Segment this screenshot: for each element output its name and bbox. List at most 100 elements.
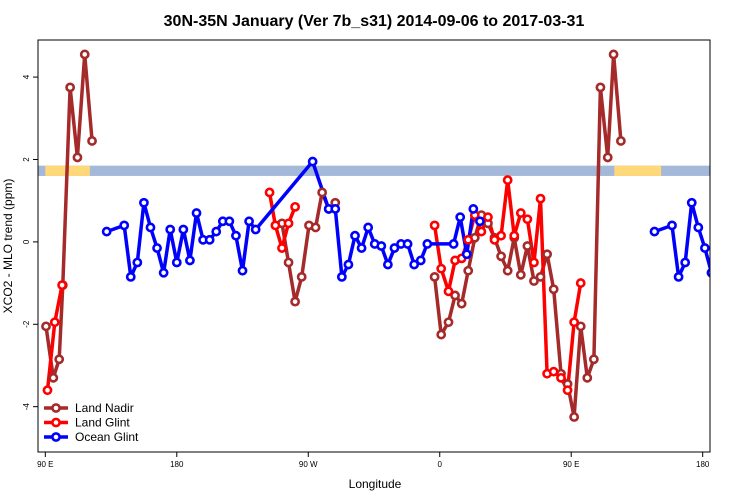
- y-axis-label: XCO2 - MLO trend (ppm): [1, 179, 15, 314]
- land-nadir-point-9: [283, 257, 294, 268]
- ocean-glint-point-12: [191, 208, 202, 218]
- ocean-glint-point-4: [139, 197, 149, 208]
- ocean-glint-point-25: [336, 271, 347, 282]
- ocean-glint-point-48: [686, 197, 697, 208]
- land-glint-point-22: [522, 214, 533, 225]
- land-nadir-point-14: [317, 187, 328, 198]
- land-nadir-point-7: [87, 136, 97, 146]
- land-nadir-point-45: [615, 136, 626, 146]
- land-nadir-point-10: [290, 296, 301, 307]
- ocean-glint-point-38: [422, 239, 433, 249]
- land-nadir-point-35: [548, 284, 559, 295]
- legend-label-land-nadir: Land Nadir: [75, 401, 134, 415]
- x-tick-label-0: 90 E: [37, 460, 53, 469]
- y-tick-label-0: -4: [22, 403, 31, 411]
- land-nadir-point-31: [522, 241, 533, 251]
- land-glint-point-5: [277, 243, 287, 253]
- land-glint-point-1: [49, 317, 60, 328]
- x-tick-label-5: 180: [696, 460, 710, 469]
- land-nadir-point-34: [542, 249, 553, 260]
- land-glint-point-18: [496, 230, 506, 241]
- land-nadir-point-44: [608, 49, 619, 60]
- ocean-glint-point-37: [415, 255, 426, 266]
- y-tick-label-1: -2: [22, 320, 31, 328]
- land-glint-point-16: [483, 212, 493, 223]
- ocean-glint-point-21: [250, 224, 261, 235]
- ocean-glint-point-24: [330, 204, 341, 214]
- ocean-glint-point-49: [693, 222, 704, 233]
- land-nadir-point-11: [296, 271, 307, 282]
- ocean-glint-point-51: [706, 268, 710, 278]
- y-tick-label-2: 0: [22, 239, 31, 244]
- land-nadir-point-30: [515, 269, 526, 280]
- ocean-band: [38, 165, 710, 176]
- ocean-glint-point-32: [382, 259, 393, 270]
- ocean-glint-point-14: [204, 234, 215, 245]
- ocean-glint-point-46: [673, 271, 684, 282]
- ocean-glint-point-26: [343, 259, 354, 270]
- land-nadir-point-13: [310, 222, 321, 233]
- ocean-glint-point-35: [402, 239, 413, 249]
- legend-marker-ocean-glint: [51, 432, 61, 442]
- ocean-glint-point-11: [185, 255, 195, 266]
- ocean-glint-point-20: [244, 216, 254, 227]
- land-nadir-point-6: [79, 49, 90, 60]
- ocean-glint-point-41: [461, 249, 472, 260]
- land-nadir-point-27: [496, 251, 506, 262]
- ocean-glint-point-19: [237, 265, 248, 276]
- ocean-glint-point-43: [475, 216, 485, 227]
- ocean-glint-point-36: [409, 259, 420, 270]
- ocean-glint-point-31: [376, 241, 387, 251]
- ocean-glint-point-33: [389, 243, 400, 253]
- ocean-glint-point-9: [171, 257, 182, 268]
- ocean-glint-point-52: [714, 226, 721, 233]
- land-glint-point-21: [515, 208, 526, 218]
- ocean-glint-point-22: [307, 156, 318, 167]
- ocean-glint-point-17: [224, 216, 235, 227]
- x-tick-label-3: 0: [438, 460, 443, 469]
- ocean-glint-point-10: [178, 224, 189, 235]
- land-glint-point-29: [569, 317, 580, 328]
- land-nadir-point-28: [502, 265, 513, 276]
- ocean-glint-point-50: [699, 243, 710, 253]
- land-nadir-point-42: [595, 82, 606, 93]
- x-axis-label: Longitude: [349, 477, 402, 491]
- land-glint-point-6: [283, 218, 294, 229]
- ocean-glint-point-18: [231, 230, 241, 241]
- land-glint-point-19: [502, 175, 513, 185]
- land-glint-point-3: [264, 187, 275, 198]
- land-nadir-point-2: [54, 354, 65, 365]
- ocean-glint-point-6: [152, 243, 162, 253]
- ocean-glint-point-28: [356, 243, 367, 253]
- land-nadir-point-38: [569, 412, 580, 422]
- ocean-glint-point-39: [448, 239, 459, 249]
- land-glint-point-17: [489, 234, 500, 245]
- land-nadir-point-17: [429, 271, 440, 282]
- land-glint-point-9: [436, 263, 447, 274]
- land-glint-point-15: [476, 226, 487, 237]
- land-nadir-point-1: [48, 372, 59, 383]
- land-nadir-point-33: [535, 271, 546, 282]
- land-glint-point-20: [509, 230, 520, 241]
- ocean-glint-point-5: [145, 222, 156, 233]
- land-glint-point-28: [562, 385, 573, 396]
- land-glint-point-24: [535, 193, 546, 204]
- land-glint-point-2: [57, 280, 68, 291]
- land-glint-point-7: [290, 201, 301, 212]
- ocean-glint-point-44: [649, 226, 660, 237]
- y-tick-label-3: 2: [22, 157, 31, 162]
- chart-title: 30N-35N January (Ver 7b_s31) 2014-09-06 …: [164, 13, 585, 30]
- x-tick-label-1: 180: [170, 460, 184, 469]
- x-tick-label-4: 90 E: [563, 460, 579, 469]
- ocean-glint-point-2: [125, 271, 136, 282]
- ocean-glint-point-8: [165, 224, 176, 235]
- land-glint-point-26: [548, 366, 559, 377]
- legend-marker-land-glint: [51, 417, 61, 428]
- land-nadir-point-32: [529, 276, 539, 286]
- ocean-glint-point-3: [132, 257, 143, 268]
- land-glint-point-10: [443, 286, 454, 297]
- x-tick-label-2: 90 W: [299, 460, 318, 469]
- land-nadir-point-21: [456, 298, 467, 309]
